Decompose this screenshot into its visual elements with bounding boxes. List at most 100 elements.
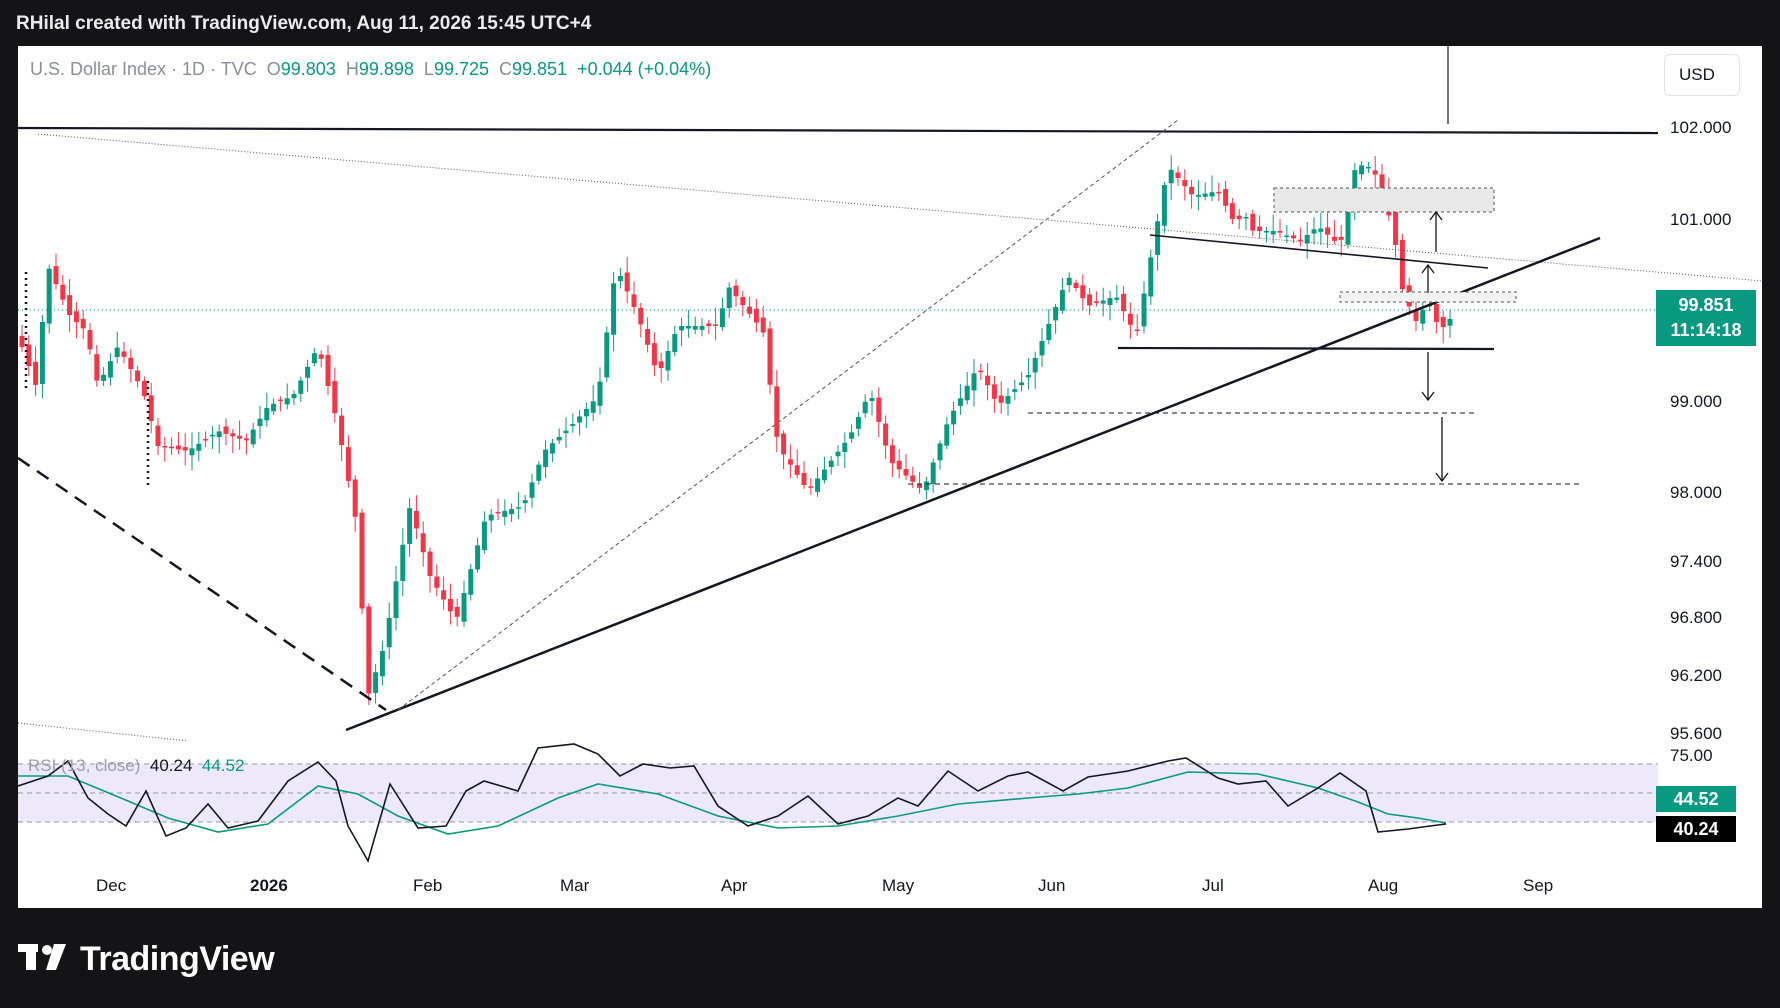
candle-body bbox=[522, 500, 528, 504]
arrow-down-second-head bbox=[1435, 472, 1449, 483]
candle-body bbox=[1270, 231, 1276, 235]
candle-body bbox=[1365, 166, 1371, 169]
time-axis-label: Jun bbox=[1038, 876, 1066, 895]
candle-body bbox=[332, 381, 338, 414]
candle-body bbox=[481, 521, 487, 550]
candle-body bbox=[801, 472, 807, 485]
candle-body bbox=[991, 384, 997, 399]
candle-body bbox=[1100, 300, 1106, 304]
candle-body bbox=[815, 478, 821, 492]
descending-trendline bbox=[37, 133, 1762, 282]
candle-body bbox=[393, 581, 399, 618]
candle-body bbox=[611, 283, 617, 335]
time-axis-label: May bbox=[882, 876, 915, 895]
candle-body bbox=[325, 354, 331, 386]
candle-body bbox=[658, 361, 664, 368]
candle-body bbox=[19, 335, 25, 348]
candle-body bbox=[1066, 277, 1072, 286]
rsi-legend: RSI (13, close) 40.24 44.52 bbox=[28, 756, 244, 776]
chart-pane[interactable]: U.S. Dollar Index · 1D · TVC O99.803 H99… bbox=[18, 46, 1762, 908]
candle-body bbox=[46, 268, 52, 324]
candle-body bbox=[828, 460, 834, 467]
candle-body bbox=[1291, 235, 1297, 239]
pivot-zone bbox=[1339, 291, 1517, 303]
candle-body bbox=[964, 385, 970, 401]
candle-body bbox=[910, 475, 916, 482]
candle-body bbox=[1059, 290, 1065, 311]
candle-body bbox=[257, 418, 263, 427]
candle-body bbox=[291, 394, 297, 399]
arrow-down-first-head bbox=[1421, 391, 1435, 402]
candle-body bbox=[631, 294, 637, 307]
candle-body bbox=[1372, 170, 1378, 175]
tradingview-logo-icon bbox=[18, 944, 66, 970]
candle-body bbox=[407, 508, 413, 544]
low-key: L bbox=[423, 59, 434, 79]
candle-body bbox=[876, 397, 882, 422]
candle-body bbox=[284, 398, 290, 405]
candle-body bbox=[781, 433, 787, 455]
candle-body bbox=[454, 606, 460, 617]
candle-body bbox=[862, 401, 868, 414]
candle-body bbox=[679, 326, 685, 331]
support-line bbox=[1117, 346, 1495, 351]
candle-body bbox=[1141, 293, 1147, 327]
rsi-label[interactable]: RSI (13, close) bbox=[28, 756, 141, 775]
candle-body bbox=[794, 465, 800, 475]
candle-body bbox=[1114, 297, 1120, 300]
candle-body bbox=[1393, 211, 1399, 245]
candle-body bbox=[1318, 228, 1324, 232]
candle-body bbox=[175, 445, 181, 450]
candle-body bbox=[121, 351, 127, 357]
symbol-title[interactable]: U.S. Dollar Index · 1D · TVC bbox=[30, 59, 257, 79]
high-key: H bbox=[345, 59, 359, 79]
candle-body bbox=[509, 509, 515, 515]
drawings-group bbox=[18, 46, 1762, 742]
candle-body bbox=[543, 449, 549, 468]
candle-body bbox=[1046, 324, 1052, 340]
resistance-line bbox=[18, 126, 1659, 135]
candle-body bbox=[39, 322, 45, 384]
candle-body bbox=[590, 401, 596, 413]
candle-body bbox=[1032, 358, 1038, 373]
candle-body bbox=[787, 459, 793, 465]
candle-body bbox=[706, 323, 712, 326]
candle-body bbox=[889, 445, 895, 464]
candle-body bbox=[699, 326, 705, 330]
candle-body bbox=[1338, 236, 1344, 240]
candle-body bbox=[1080, 285, 1086, 299]
candle-body bbox=[379, 651, 385, 677]
symbol-legend: U.S. Dollar Index · 1D · TVC O99.803 H99… bbox=[30, 59, 711, 80]
candle-body bbox=[189, 448, 195, 456]
candle-body bbox=[1297, 239, 1303, 242]
candle-body bbox=[760, 317, 766, 333]
rsi-value-tag: 40.24 bbox=[1656, 816, 1736, 842]
candle-body bbox=[33, 361, 39, 385]
candle-body bbox=[203, 439, 209, 441]
candle-body bbox=[1304, 235, 1310, 244]
candle-body bbox=[583, 408, 589, 417]
candle-body bbox=[869, 398, 875, 401]
candle-body bbox=[903, 468, 909, 476]
open-key: O bbox=[266, 59, 281, 79]
high-value: 99.898 bbox=[358, 59, 414, 79]
candle-body bbox=[1073, 282, 1079, 288]
price-chart[interactable] bbox=[18, 46, 1762, 908]
candle-body bbox=[774, 386, 780, 437]
candle-body bbox=[937, 443, 943, 461]
candle-body bbox=[94, 354, 100, 381]
candle-body bbox=[1263, 231, 1269, 233]
candle-body bbox=[1345, 205, 1351, 245]
rsi-line bbox=[18, 743, 1447, 864]
candle-body bbox=[1433, 303, 1439, 322]
price-axis-label: 99.000 bbox=[1670, 392, 1722, 411]
candle-body bbox=[570, 424, 576, 426]
candle-body bbox=[1209, 192, 1215, 197]
open-value: 99.803 bbox=[280, 59, 336, 79]
rsi-ma-line bbox=[18, 771, 1447, 835]
candle-body bbox=[135, 370, 141, 382]
candle-body bbox=[821, 469, 827, 481]
candle-body bbox=[529, 482, 535, 498]
candle-body bbox=[1223, 189, 1229, 206]
currency-button[interactable]: USD bbox=[1664, 54, 1740, 96]
